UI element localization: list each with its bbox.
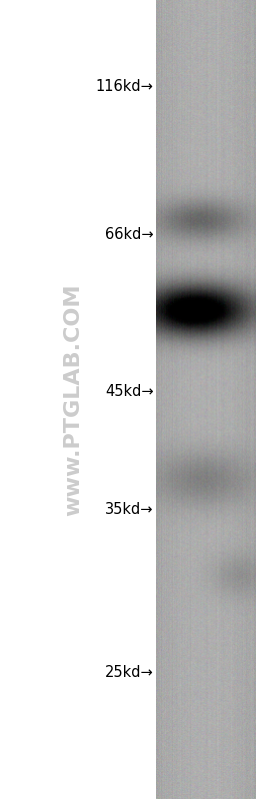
Text: 25kd→: 25kd→ [105, 666, 153, 680]
Text: 66kd→: 66kd→ [105, 227, 153, 241]
Bar [256, 0, 280, 799]
Text: 35kd→: 35kd→ [105, 503, 153, 517]
Text: www.PTGLAB.COM: www.PTGLAB.COM [63, 284, 83, 515]
Text: 45kd→: 45kd→ [105, 384, 153, 399]
Text: 116kd→: 116kd→ [95, 79, 153, 93]
